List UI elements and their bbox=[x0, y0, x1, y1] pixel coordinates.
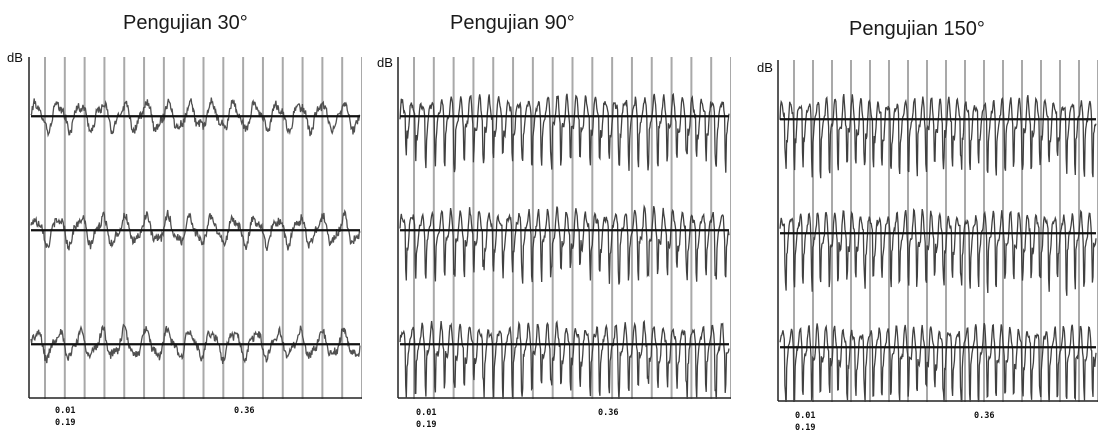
signal-trace bbox=[30, 209, 361, 251]
signal-trace bbox=[30, 97, 361, 138]
x-tick-label: 0.01 bbox=[795, 411, 816, 421]
x-tick-label: 0.19 bbox=[795, 423, 816, 433]
y-axis-label-150: dB bbox=[757, 60, 773, 75]
y-axis-label-90: dB bbox=[377, 55, 393, 70]
signal-trace bbox=[399, 204, 730, 285]
signal-trace bbox=[779, 93, 1097, 179]
x-tick-label: 0.36 bbox=[974, 411, 995, 421]
chart-plot-150 bbox=[777, 60, 1098, 402]
x-tick-label: 0.01 bbox=[416, 408, 437, 418]
signal-trace bbox=[399, 319, 730, 399]
x-tick-label: 0.19 bbox=[416, 420, 437, 430]
chart-title-30: Pengujian 30° bbox=[123, 12, 248, 34]
x-tick-label: 0.36 bbox=[234, 406, 255, 416]
y-axis-label-30: dB bbox=[7, 50, 23, 65]
signal-trace bbox=[399, 92, 730, 173]
signal-trace bbox=[779, 207, 1097, 296]
signal-trace bbox=[779, 323, 1097, 402]
x-tick-label: 0.36 bbox=[598, 408, 619, 418]
x-tick-label: 0.19 bbox=[55, 418, 76, 428]
chart-title-150: Pengujian 150° bbox=[849, 18, 985, 40]
x-tick-label: 0.01 bbox=[55, 406, 76, 416]
chart-plot-90 bbox=[397, 57, 731, 399]
chart-title-90: Pengujian 90° bbox=[450, 12, 575, 34]
chart-plot-30 bbox=[28, 57, 362, 399]
